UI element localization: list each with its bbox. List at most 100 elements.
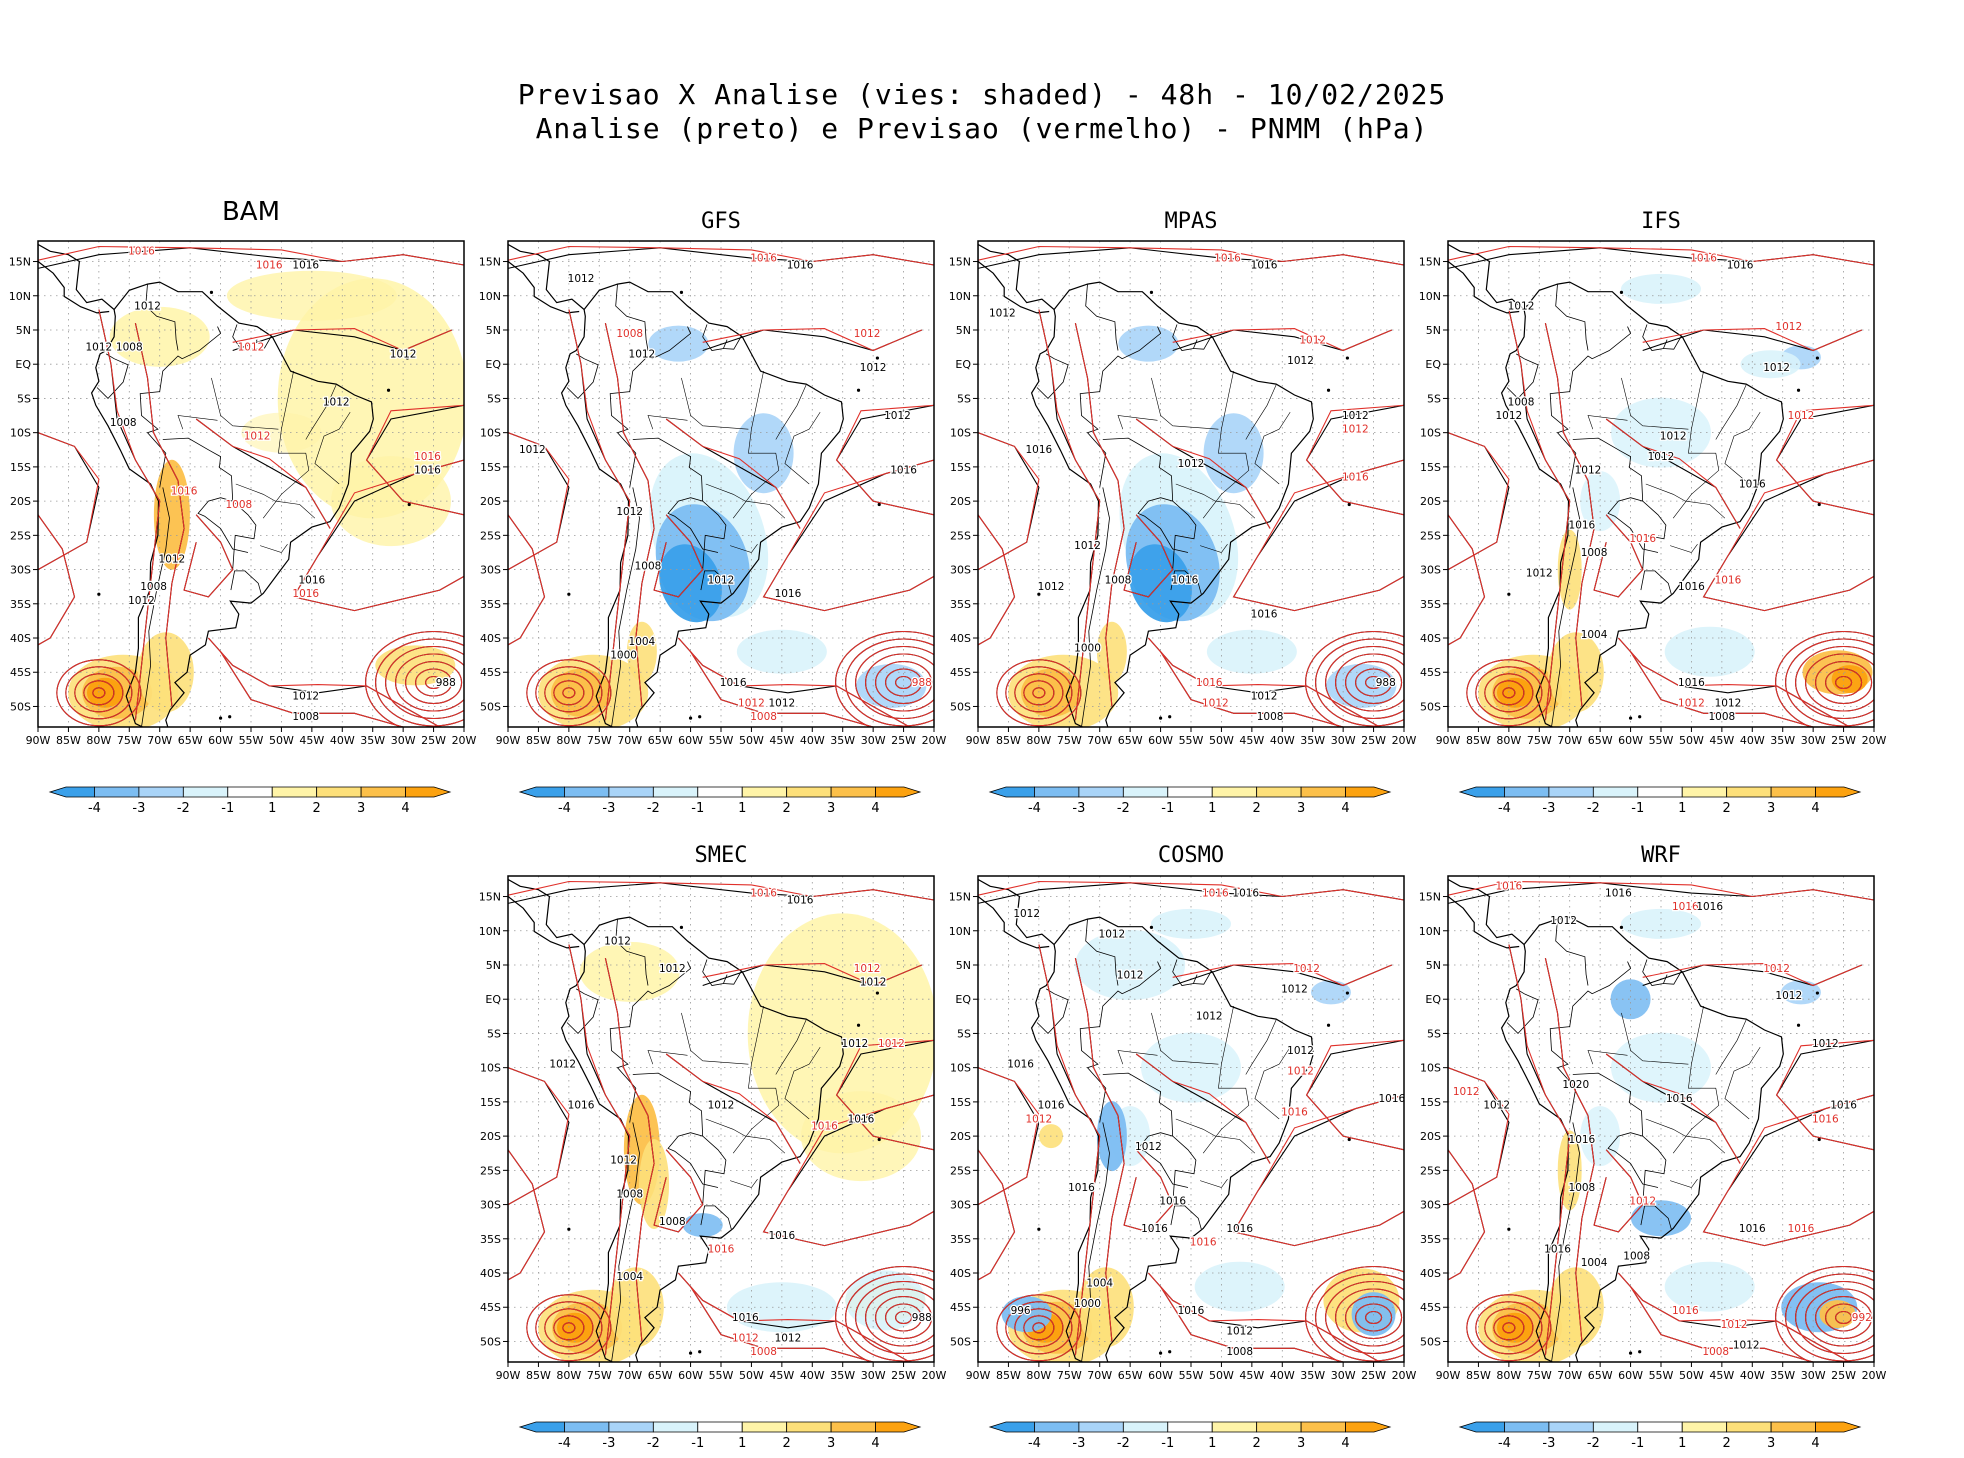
colorbar-segment — [1681, 786, 1728, 798]
lat-tick-label: 20S — [10, 495, 31, 508]
colorbar-segment — [652, 1421, 699, 1433]
bias-shading — [538, 325, 927, 727]
contour-label: 1008 — [1226, 1346, 1253, 1358]
lon-tick-label: 25W — [1831, 1369, 1856, 1382]
lon-tick-label: 45W — [1709, 1369, 1734, 1382]
coastline — [508, 878, 881, 1362]
forecast-isobars — [978, 245, 1404, 727]
lon-tick-label: 90W — [496, 734, 521, 747]
colorbar-label: -4 — [558, 1436, 571, 1451]
colorbar-label: 3 — [827, 1436, 835, 1451]
lon-tick-label: 60W — [1618, 1369, 1643, 1382]
colorbar-segment — [518, 1421, 565, 1433]
contour-label: 1016 — [1629, 533, 1656, 545]
lon-tick-label: 25W — [891, 734, 916, 747]
contour-label: 1012 — [1135, 1141, 1162, 1153]
contour-label: 1012 — [1202, 697, 1229, 709]
contour-label: 1016 — [1666, 1093, 1693, 1105]
lon-tick-label: 40W — [1270, 1369, 1295, 1382]
contour-label: 1016 — [750, 253, 777, 265]
contour-label: 1016 — [811, 1120, 838, 1132]
contour-label: 1016 — [1281, 1107, 1308, 1119]
contour-label: 1012 — [842, 1038, 869, 1050]
panel-title: BAM — [222, 197, 280, 227]
contour-label: 1012 — [1251, 691, 1278, 703]
lat-tick-label: 5S — [957, 392, 971, 405]
lat-tick-label: EQ — [15, 358, 31, 371]
lon-tick-label: 20W — [922, 734, 947, 747]
lat-tick-label: 5N — [486, 324, 501, 337]
lat-tick-label: 15S — [10, 461, 31, 474]
colorbar-label: -2 — [1587, 801, 1600, 816]
colorbar-label: -3 — [1072, 1436, 1085, 1451]
graticule — [38, 241, 464, 727]
contour-label: 1012 — [1178, 458, 1205, 470]
contour-label: 1012 — [244, 431, 271, 443]
contour-label: 1016 — [414, 451, 441, 463]
colorbar-segment — [94, 786, 140, 798]
colorbar: -4 -3 -2 -1 1 2 3 4 — [518, 786, 922, 816]
lon-tick-label: 50W — [1209, 1369, 1234, 1382]
contour-label: 1012 — [1550, 915, 1577, 927]
lon-tick-label: 70W — [617, 1369, 642, 1382]
lon-tick-label: 75W — [1527, 734, 1552, 747]
contour-label: 1012 — [1293, 963, 1320, 975]
contour-label: 1012 — [878, 1038, 905, 1050]
lon-tick-label: 70W — [1087, 1369, 1112, 1382]
lon-tick-label: 35W — [1770, 1369, 1795, 1382]
contour-label: 1012 — [768, 697, 795, 709]
contour-label: 1004 — [1086, 1278, 1113, 1290]
graticule — [508, 876, 934, 1362]
contour-label: 1016 — [1172, 574, 1199, 586]
lat-tick-label: 50S — [1420, 1335, 1441, 1348]
contour-label: 1008 — [1708, 711, 1735, 723]
contour-label: 1008 — [140, 581, 167, 593]
lat-tick-label: 35S — [480, 598, 501, 611]
panel-title: SMEC — [695, 843, 748, 868]
contour-label: 1016 — [1190, 1237, 1217, 1249]
colorbar-segment — [518, 786, 565, 798]
colorbar-segment — [830, 1421, 876, 1433]
contour-label: 1016 — [1739, 478, 1766, 490]
contour-label: 1012 — [1775, 990, 1802, 1002]
contour-label: 1016 — [848, 1113, 875, 1125]
lon-tick-label: 20W — [452, 734, 477, 747]
lat-tick-label: 30S — [1420, 1199, 1441, 1212]
lat-tick-label: 20S — [950, 1130, 971, 1143]
colorbar-label: 3 — [1297, 801, 1305, 816]
colorbar-label: 1 — [738, 801, 746, 816]
contour-label: 1012 — [738, 697, 765, 709]
colorbar-label: -3 — [602, 801, 615, 816]
contour-label: 1016 — [1196, 677, 1223, 689]
contour-label: 1008 — [616, 1189, 643, 1201]
panel-title: MPAS — [1165, 209, 1218, 234]
colorbar-label: 2 — [1723, 801, 1731, 816]
contour-label: 1008 — [750, 1346, 777, 1358]
contour-label: 996 — [1011, 1305, 1031, 1317]
lon-tick-label: 45W — [1239, 734, 1264, 747]
contour-label: 1016 — [787, 259, 814, 271]
lon-tick-label: 75W — [587, 734, 612, 747]
lon-tick-label: 80W — [1496, 1369, 1521, 1382]
contour-label: 1012 — [616, 506, 643, 518]
contour-label: 1016 — [1812, 1113, 1839, 1125]
lon-tick-label: 40W — [1740, 734, 1765, 747]
lat-tick-label: 5N — [16, 324, 31, 337]
lon-tick-label: 20W — [1392, 734, 1417, 747]
lon-tick-label: 90W — [496, 1369, 521, 1382]
lat-tick-label: 30S — [1420, 564, 1441, 577]
lat-tick-label: 50S — [480, 700, 501, 713]
contour-label: 992 — [1852, 1312, 1872, 1324]
forecast-isobars — [508, 880, 934, 1362]
lat-tick-label: 15S — [950, 1096, 971, 1109]
contour-label: 1012 — [659, 963, 686, 975]
colorbar-segment — [1122, 1421, 1169, 1433]
contour-label: 1012 — [1495, 410, 1522, 422]
lon-tick-label: 80W — [556, 1369, 581, 1382]
lon-tick-label: 35W — [1300, 1369, 1325, 1382]
colorbar-segment — [608, 1421, 654, 1433]
colorbar-label: 4 — [1811, 1436, 1819, 1451]
map-area: 1016101610121012101210121008101210121012… — [1448, 241, 1874, 727]
lon-tick-label: 80W — [1496, 734, 1521, 747]
